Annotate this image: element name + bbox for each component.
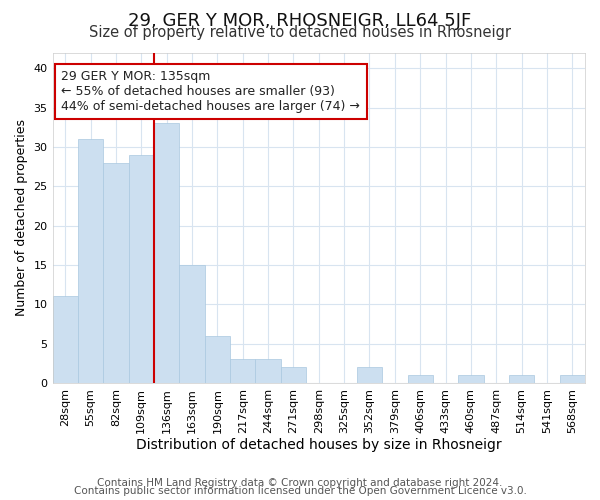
Bar (509, 375, 534, 383)
Text: Contains public sector information licensed under the Open Government Licence v3: Contains public sector information licen… (74, 486, 526, 496)
Bar (179, 265, 205, 383)
Bar (53, 296, 78, 383)
Bar (154, 124, 179, 383)
Text: Size of property relative to detached houses in Rhosneigr: Size of property relative to detached ho… (89, 25, 511, 40)
X-axis label: Distribution of detached houses by size in Rhosneigr: Distribution of detached houses by size … (136, 438, 502, 452)
Text: Contains HM Land Registry data © Crown copyright and database right 2024.: Contains HM Land Registry data © Crown c… (97, 478, 503, 488)
Text: 29 GER Y MOR: 135sqm
← 55% of detached houses are smaller (93)
44% of semi-detac: 29 GER Y MOR: 135sqm ← 55% of detached h… (61, 70, 360, 113)
Bar (407, 375, 433, 383)
Bar (230, 360, 256, 383)
Bar (78, 139, 103, 383)
Bar (205, 336, 230, 383)
Bar (281, 367, 306, 383)
Bar (128, 155, 154, 383)
Bar (357, 367, 382, 383)
Bar (560, 375, 585, 383)
Bar (458, 375, 484, 383)
Bar (256, 360, 281, 383)
Bar (103, 162, 128, 383)
Text: 29, GER Y MOR, RHOSNEIGR, LL64 5JF: 29, GER Y MOR, RHOSNEIGR, LL64 5JF (128, 12, 472, 30)
Y-axis label: Number of detached properties: Number of detached properties (15, 119, 28, 316)
